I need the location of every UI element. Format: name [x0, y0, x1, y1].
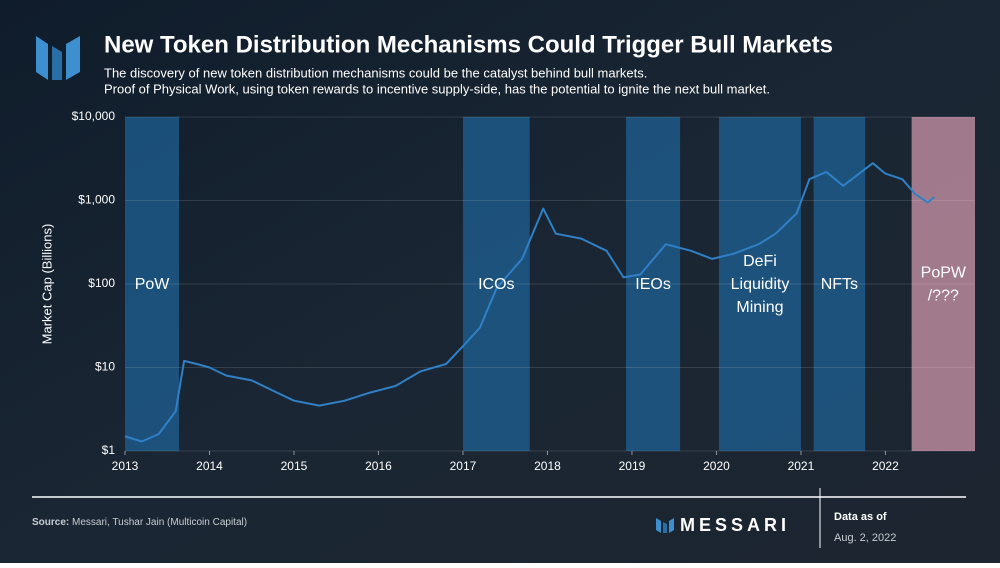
period-label: Mining	[736, 299, 783, 316]
period-band	[911, 117, 975, 451]
logo	[36, 36, 80, 80]
market-cap-line	[124, 162, 936, 443]
period-label: NFTs	[821, 276, 858, 293]
x-tick-label: 2015	[281, 459, 308, 473]
y-axis-label: Market Cap (Billions)	[39, 224, 54, 345]
y-tick-label: $1	[102, 443, 116, 457]
source: Source: Messari, Tushar Jain (Multicoin …	[32, 517, 247, 528]
period-label: IEOs	[635, 276, 671, 293]
source-text: Messari, Tushar Jain (Multicoin Capital)	[72, 517, 247, 528]
y-tick-label: $10	[95, 360, 115, 374]
period-label: PoW	[135, 276, 171, 293]
period-label: ICOs	[478, 276, 514, 293]
plot: $1 $10 $100 $1,000 $10,000 2013 2014 2015 2016 20…	[72, 109, 975, 473]
y-tick-label: $100	[88, 276, 115, 290]
x-tick-label: 2013	[112, 459, 139, 473]
period-label: /???	[928, 288, 959, 305]
date-label: Data as of	[834, 511, 887, 523]
period-band	[125, 117, 180, 451]
brand: MESSARI	[680, 515, 790, 535]
date: Aug. 2, 2022	[834, 532, 896, 544]
x-tick-label: 2021	[788, 459, 815, 473]
x-tick-label: 2016	[365, 459, 392, 473]
x-tick-label: 2019	[619, 459, 646, 473]
brand-logo	[656, 518, 674, 533]
x-tick-label: 2018	[534, 459, 561, 473]
subtitle: Proof of Physical Work, using token rewa…	[104, 81, 770, 96]
y-tick-label: $1,000	[78, 193, 115, 207]
period-label: DeFi	[743, 253, 777, 270]
title: New Token Distribution Mechanisms Could …	[104, 31, 833, 58]
period-band	[626, 117, 681, 451]
y-tick-label: $10,000	[72, 109, 116, 123]
period-band	[718, 117, 801, 451]
period-label: Liquidity	[731, 276, 790, 293]
x-tick-label: 2022	[872, 459, 899, 473]
period-label: PoPW	[921, 265, 967, 282]
x-tick-label: 2017	[450, 459, 477, 473]
x-tick-label: 2014	[196, 459, 223, 473]
subtitle: The discovery of new token distribution …	[104, 65, 647, 80]
x-tick-label: 2020	[703, 459, 730, 473]
period-band	[462, 117, 530, 451]
source-label: Source:	[32, 517, 69, 528]
